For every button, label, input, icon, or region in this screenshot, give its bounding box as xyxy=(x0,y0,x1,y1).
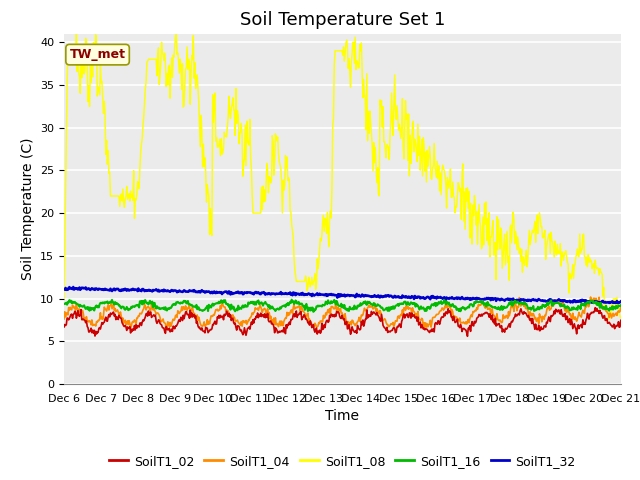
Y-axis label: Soil Temperature (C): Soil Temperature (C) xyxy=(20,138,35,280)
X-axis label: Time: Time xyxy=(325,409,360,423)
Text: TW_met: TW_met xyxy=(70,48,125,61)
Title: Soil Temperature Set 1: Soil Temperature Set 1 xyxy=(240,11,445,29)
Legend: SoilT1_02, SoilT1_04, SoilT1_08, SoilT1_16, SoilT1_32: SoilT1_02, SoilT1_04, SoilT1_08, SoilT1_… xyxy=(104,450,580,473)
